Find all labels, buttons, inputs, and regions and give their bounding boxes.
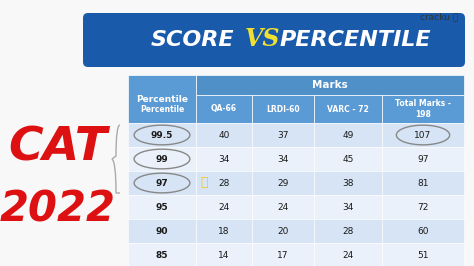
FancyBboxPatch shape — [252, 219, 314, 243]
FancyBboxPatch shape — [382, 171, 464, 195]
FancyBboxPatch shape — [128, 243, 196, 266]
Text: 60: 60 — [417, 227, 429, 235]
FancyBboxPatch shape — [252, 195, 314, 219]
Text: CAT: CAT — [9, 126, 108, 171]
FancyBboxPatch shape — [196, 123, 252, 147]
FancyBboxPatch shape — [128, 95, 196, 123]
FancyBboxPatch shape — [196, 195, 252, 219]
Text: 40: 40 — [219, 131, 230, 139]
Text: 99: 99 — [155, 155, 168, 164]
Text: 95: 95 — [155, 202, 168, 211]
Text: 37: 37 — [277, 131, 289, 139]
Text: 17: 17 — [277, 251, 289, 260]
FancyBboxPatch shape — [314, 147, 382, 171]
Text: 51: 51 — [417, 251, 429, 260]
FancyBboxPatch shape — [252, 147, 314, 171]
Text: 72: 72 — [417, 202, 428, 211]
Text: 24: 24 — [277, 202, 289, 211]
Text: 24: 24 — [219, 202, 229, 211]
Text: 20: 20 — [277, 227, 289, 235]
Text: SCORE: SCORE — [150, 30, 234, 50]
Text: 85: 85 — [156, 251, 168, 260]
FancyBboxPatch shape — [252, 95, 314, 123]
FancyBboxPatch shape — [382, 147, 464, 171]
Text: 👉: 👉 — [200, 177, 208, 189]
FancyBboxPatch shape — [252, 243, 314, 266]
FancyBboxPatch shape — [83, 13, 465, 67]
Text: 29: 29 — [277, 178, 289, 188]
Text: 38: 38 — [342, 178, 354, 188]
FancyBboxPatch shape — [128, 75, 196, 123]
FancyBboxPatch shape — [128, 123, 196, 147]
Text: cracku 🎓: cracku 🎓 — [420, 12, 458, 21]
FancyBboxPatch shape — [128, 171, 196, 195]
FancyBboxPatch shape — [382, 95, 464, 123]
FancyBboxPatch shape — [196, 243, 252, 266]
Text: VS: VS — [245, 27, 281, 51]
FancyBboxPatch shape — [314, 123, 382, 147]
Text: 34: 34 — [219, 155, 230, 164]
Text: 18: 18 — [218, 227, 230, 235]
Text: 2022: 2022 — [0, 189, 116, 231]
Text: 81: 81 — [417, 178, 429, 188]
Text: 14: 14 — [219, 251, 230, 260]
Text: 97: 97 — [155, 178, 168, 188]
FancyBboxPatch shape — [128, 219, 196, 243]
Text: Total Marks -
198: Total Marks - 198 — [395, 99, 451, 119]
FancyBboxPatch shape — [382, 195, 464, 219]
FancyBboxPatch shape — [252, 171, 314, 195]
FancyBboxPatch shape — [196, 95, 252, 123]
FancyBboxPatch shape — [314, 95, 382, 123]
Text: 28: 28 — [219, 178, 230, 188]
FancyBboxPatch shape — [196, 171, 252, 195]
FancyBboxPatch shape — [314, 219, 382, 243]
FancyBboxPatch shape — [252, 123, 314, 147]
FancyBboxPatch shape — [382, 219, 464, 243]
FancyBboxPatch shape — [382, 243, 464, 266]
FancyBboxPatch shape — [314, 243, 382, 266]
Text: Marks: Marks — [312, 80, 348, 90]
FancyBboxPatch shape — [382, 123, 464, 147]
FancyBboxPatch shape — [314, 195, 382, 219]
Text: 107: 107 — [414, 131, 432, 139]
Text: Percentile: Percentile — [136, 94, 188, 103]
Text: PERCENTILE: PERCENTILE — [280, 30, 432, 50]
Text: QA-66: QA-66 — [211, 105, 237, 114]
FancyBboxPatch shape — [314, 171, 382, 195]
Text: LRDI-60: LRDI-60 — [266, 105, 300, 114]
Text: 28: 28 — [342, 227, 354, 235]
Text: 90: 90 — [156, 227, 168, 235]
Text: 34: 34 — [277, 155, 289, 164]
Text: 97: 97 — [417, 155, 429, 164]
Text: VARC - 72: VARC - 72 — [327, 105, 369, 114]
FancyBboxPatch shape — [128, 195, 196, 219]
Text: 34: 34 — [342, 202, 354, 211]
Text: 99.5: 99.5 — [151, 131, 173, 139]
Text: 24: 24 — [342, 251, 354, 260]
FancyBboxPatch shape — [196, 219, 252, 243]
Text: 49: 49 — [342, 131, 354, 139]
FancyBboxPatch shape — [196, 147, 252, 171]
FancyBboxPatch shape — [128, 147, 196, 171]
Text: Percentile: Percentile — [140, 105, 184, 114]
Text: 45: 45 — [342, 155, 354, 164]
FancyBboxPatch shape — [196, 75, 464, 95]
